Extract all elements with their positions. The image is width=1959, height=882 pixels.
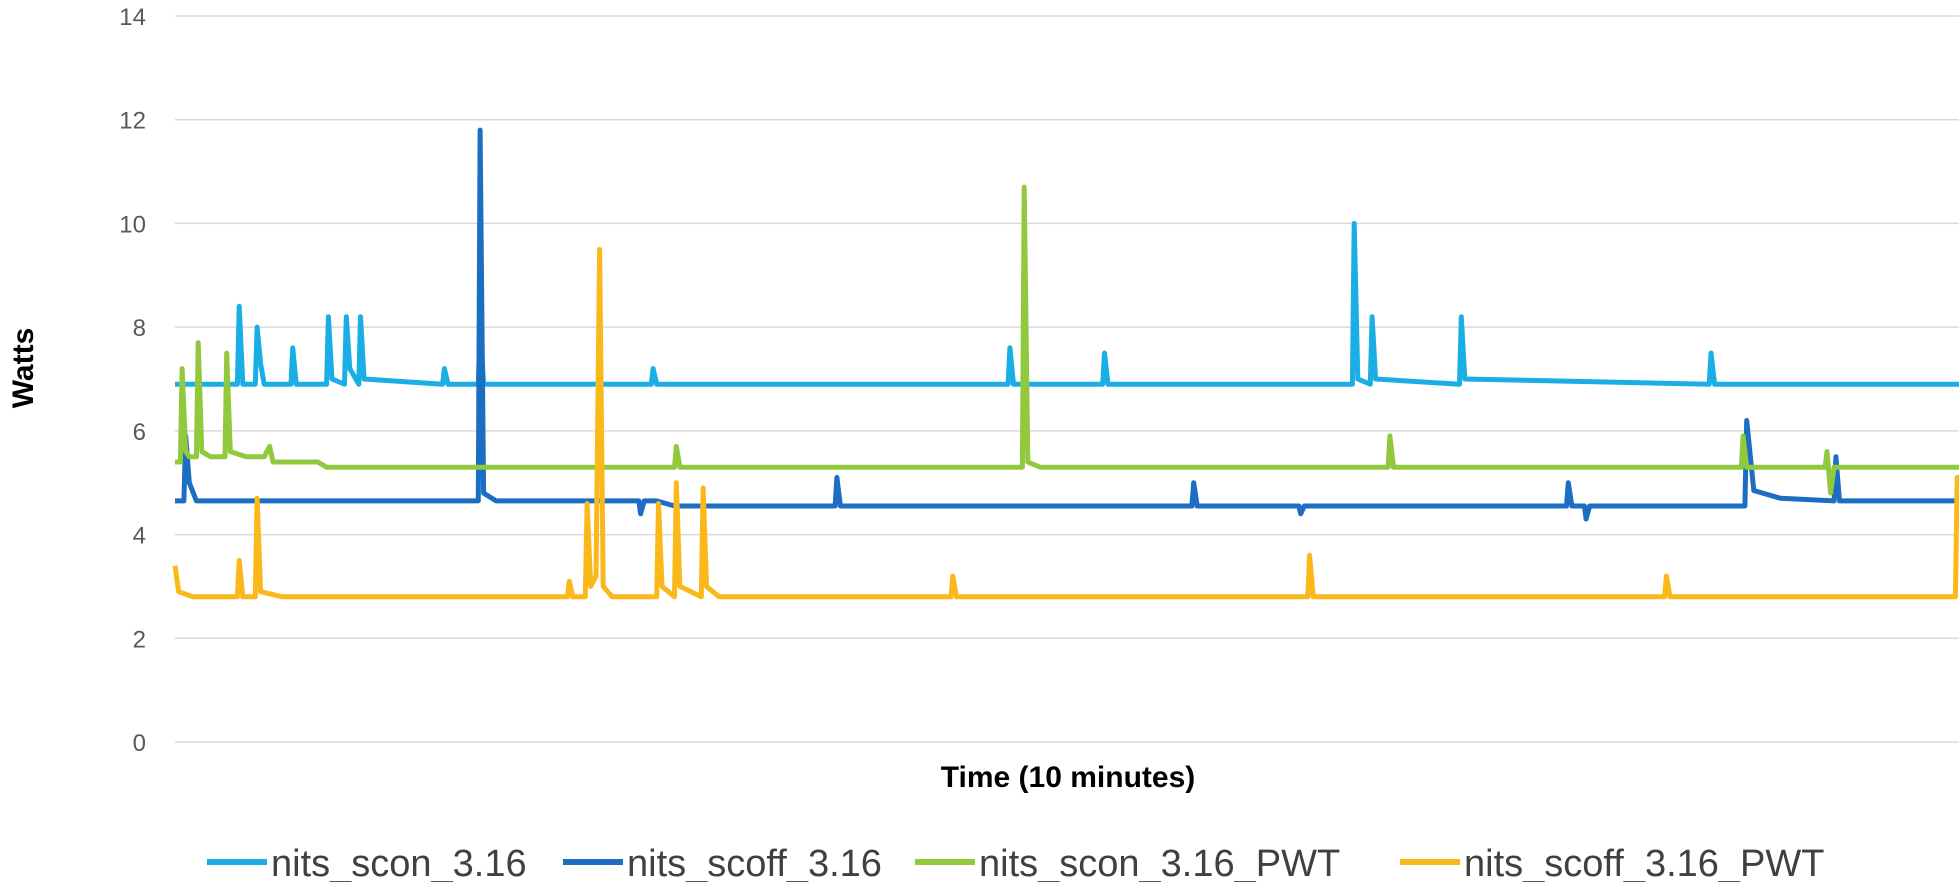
y-tick-label: 6 (133, 419, 146, 446)
y-tick-label: 4 (133, 523, 146, 550)
legend-label: nits_scoff_3.16 (627, 843, 882, 882)
legend-label: nits_scoff_3.16_PWT (1464, 843, 1824, 882)
legend-item-nits_scoff_3.16_PWT: nits_scoff_3.16_PWT (1400, 843, 1824, 882)
y-tick-label: 8 (133, 315, 146, 342)
y-tick-label: 12 (119, 108, 146, 135)
y-axis-ticks: 0 2 4 6 8 10 12 14 (119, 4, 146, 757)
legend-label: nits_scon_3.16_PWT (979, 843, 1340, 882)
x-axis-title: Time (10 minutes) (941, 761, 1196, 794)
y-tick-label: 2 (133, 626, 146, 653)
y-tick-label: 0 (133, 730, 146, 757)
legend-item-nits_scon_3.16_PWT: nits_scon_3.16_PWT (915, 843, 1340, 882)
series-line-nits_scoff_3.16_PWT (175, 249, 1959, 596)
series-line-nits_scon_3.16_PWT (175, 187, 1959, 493)
y-tick-label: 14 (119, 4, 146, 31)
y-axis-title: Watts (7, 328, 40, 409)
series-line-nits_scoff_3.16 (175, 130, 1959, 519)
legend-label: nits_scon_3.16 (271, 843, 527, 882)
legend-item-nits_scoff_3.16: nits_scoff_3.16 (563, 843, 882, 882)
series-line-nits_scon_3.16 (175, 223, 1959, 384)
y-tick-label: 10 (119, 211, 146, 238)
legend-item-nits_scon_3.16: nits_scon_3.16 (207, 843, 527, 882)
series-lines (175, 130, 1959, 597)
legend: nits_scon_3.16 nits_scoff_3.16 nits_scon_3… (207, 843, 1824, 882)
